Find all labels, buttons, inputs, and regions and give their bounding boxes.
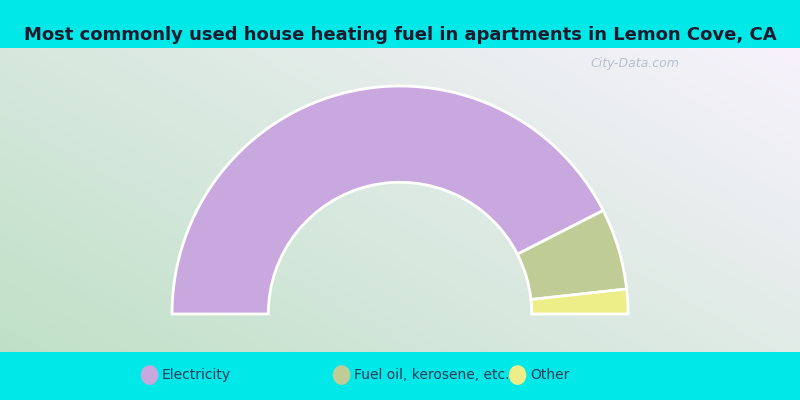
Text: Electricity: Electricity [162, 368, 231, 382]
Text: Fuel oil, kerosene, etc.: Fuel oil, kerosene, etc. [354, 368, 510, 382]
Ellipse shape [333, 365, 350, 385]
Ellipse shape [509, 365, 526, 385]
Wedge shape [531, 289, 628, 314]
Text: Other: Other [530, 368, 570, 382]
Text: City-Data.com: City-Data.com [591, 57, 680, 70]
Wedge shape [518, 210, 626, 300]
Text: Most commonly used house heating fuel in apartments in Lemon Cove, CA: Most commonly used house heating fuel in… [24, 26, 776, 44]
Wedge shape [172, 86, 603, 314]
Ellipse shape [141, 365, 158, 385]
